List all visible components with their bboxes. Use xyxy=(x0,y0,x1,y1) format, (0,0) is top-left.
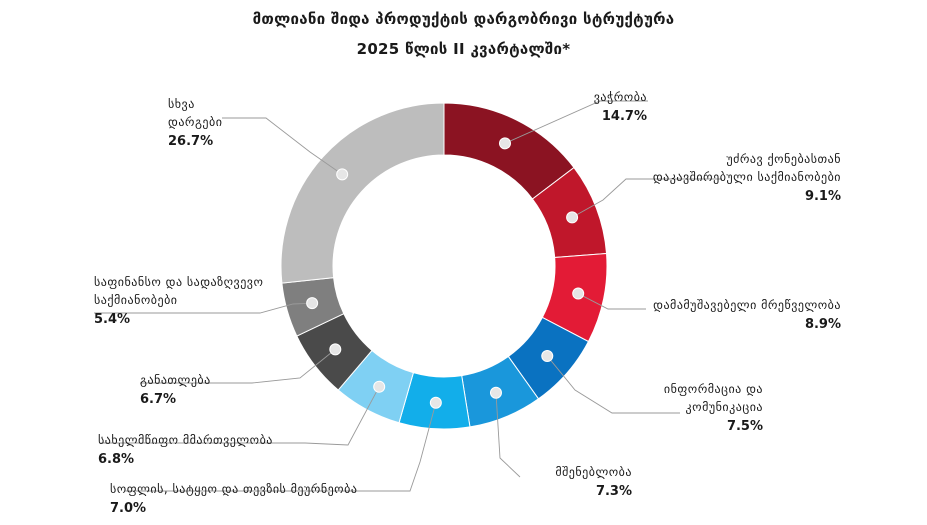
title-line-1: მთლიანი შიდა პროდუქტის დარგობრივი სტრუქტ… xyxy=(252,10,675,28)
leader-line-finance xyxy=(94,302,313,314)
leader-line-trade xyxy=(504,100,648,144)
leader-line-manufacturing xyxy=(577,293,646,310)
label-manufacturing: დამამუშავებელი მრეწველობა 8.9% xyxy=(653,298,841,332)
label-real-estate: უძრავ ქონებასთან დაკავშირებული საქმიანობ… xyxy=(652,152,841,204)
label-ict: ინფორმაცია და კომუნიკაცია 7.5% xyxy=(663,382,763,434)
leader-line-agriculture xyxy=(125,402,437,492)
leader-line-ict xyxy=(546,355,680,414)
marker-dot-finance xyxy=(306,297,319,310)
marker-dot-education xyxy=(329,343,342,356)
marker-dot-agriculture xyxy=(429,396,442,409)
label-public-admin: სახელმწიფო მმართველობა 6.8% xyxy=(98,433,273,467)
label-agriculture: სოფლის, სატყეო და თევზის მეურნეობა 7.0% xyxy=(110,482,358,516)
marker-dot-other xyxy=(336,168,349,181)
marker-dot-real-estate xyxy=(566,211,579,224)
label-education: განათლება 6.7% xyxy=(140,373,211,407)
leader-line-real-estate xyxy=(571,178,722,218)
marker-dot-construction xyxy=(489,386,502,399)
marker-dot-ict xyxy=(541,350,554,363)
marker-dot-trade xyxy=(498,137,511,150)
chart-title: მთლიანი შიდა პროდუქტის დარგობრივი სტრუქტ… xyxy=(0,4,927,64)
leader-line-other xyxy=(222,117,343,175)
marker-dot-public-admin xyxy=(373,380,386,393)
label-trade: ვაჭრობა 14.7% xyxy=(593,90,647,124)
label-other: სხვა დარგები 26.7% xyxy=(168,97,223,149)
label-finance: საფინანსო და სადაზღვევო საქმიანობები 5.4… xyxy=(94,275,264,327)
leader-line-public-admin xyxy=(100,386,380,446)
marker-dot-manufacturing xyxy=(572,287,585,300)
leader-line-construction xyxy=(495,392,521,478)
title-line-2: 2025 წლის II კვარტალში* xyxy=(356,40,571,58)
label-construction: მშენებლობა 7.3% xyxy=(555,465,632,499)
slice-other xyxy=(280,102,445,284)
leader-line-education xyxy=(140,349,336,384)
